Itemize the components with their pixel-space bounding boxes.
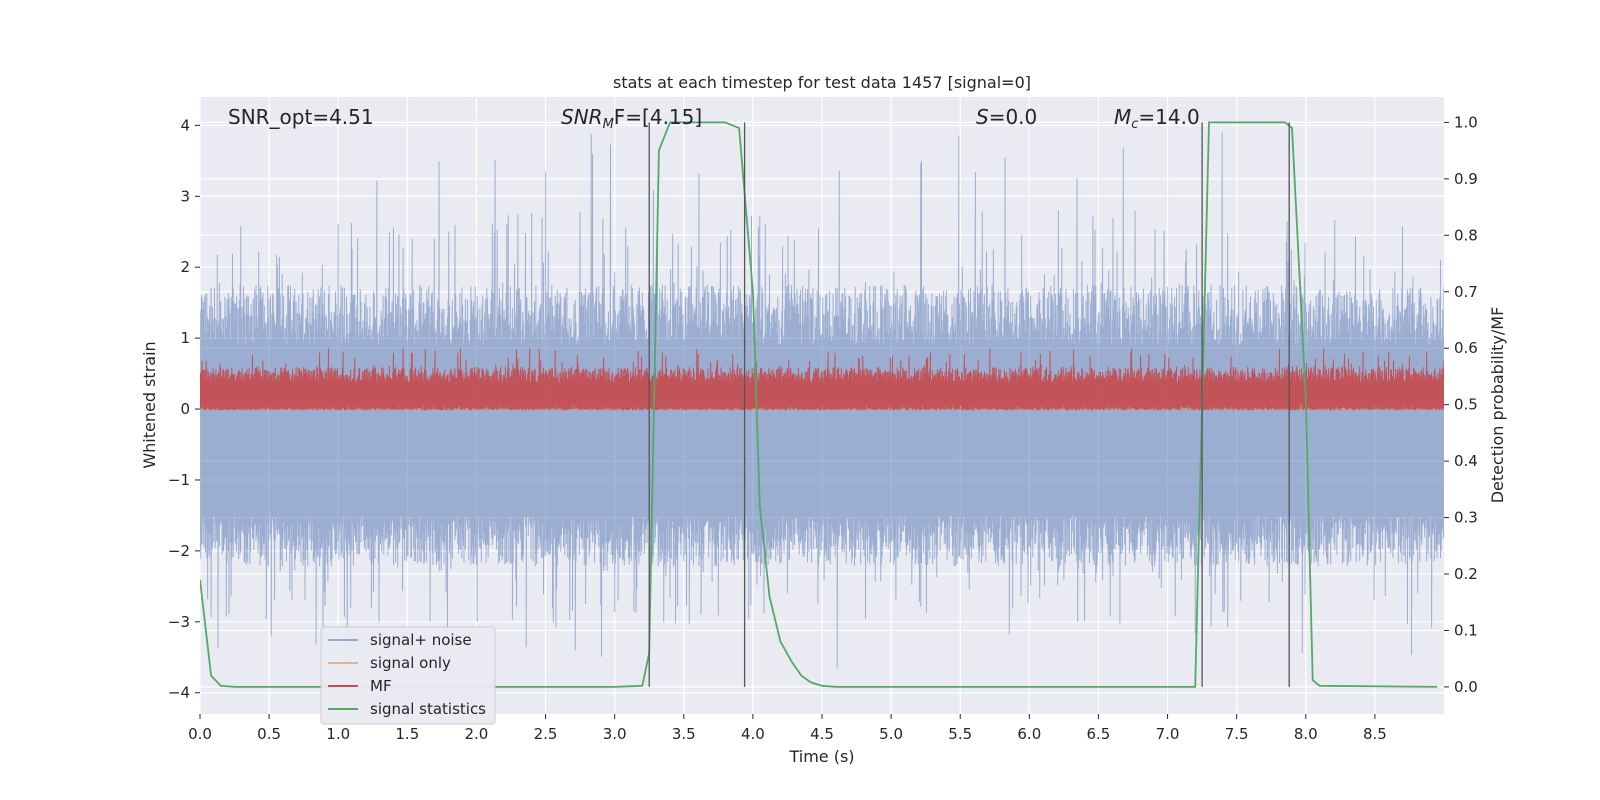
y2-tick-label-2: 0.2: [1454, 565, 1478, 583]
x-tick-label-14: 7.0: [1156, 725, 1180, 743]
x-tick-label-12: 6.0: [1017, 725, 1041, 743]
x-tick-label-11: 5.5: [948, 725, 972, 743]
y2-tick-label-6: 0.6: [1454, 339, 1478, 357]
x-tick-label-3: 1.5: [395, 725, 419, 743]
x-tick-label-13: 6.5: [1087, 725, 1111, 743]
plot-area: [200, 121, 1444, 688]
series-signal-statistics: [200, 121, 1438, 688]
annotation-s: S=0.0: [976, 105, 1037, 129]
y2-tick-label-4: 0.4: [1454, 452, 1478, 470]
y-tick-label-7: 3: [180, 187, 190, 205]
legend-box: [320, 626, 496, 725]
y2-tick-label-3: 0.3: [1454, 509, 1478, 527]
x-tick-label-5: 2.5: [534, 725, 558, 743]
x-tick-label-4: 2.0: [465, 725, 489, 743]
x-tick-label-1: 0.5: [257, 725, 281, 743]
legend-label-signal-only: signal only: [370, 654, 451, 672]
y-tick-label-5: 1: [180, 329, 190, 347]
y-axis-right-ticks: 0.0 0.1 0.2 0.3 0.4 0.5 0.6 0.7 0.8 0.9 1.0: [1444, 113, 1478, 696]
x-tick-label-9: 4.5: [810, 725, 834, 743]
x-tick-label-7: 3.5: [672, 725, 696, 743]
y-axis-right-label: Detection probability/MF: [1488, 307, 1507, 504]
x-axis-label: Time (s): [788, 747, 854, 766]
y2-tick-label-10: 1.0: [1454, 113, 1478, 131]
y2-tick-label-7: 0.7: [1454, 283, 1478, 301]
annotation-snr-mf: SNRMF=[4.15]: [561, 105, 702, 132]
y-tick-label-1: −3: [168, 613, 190, 631]
y-tick-label-4: 0: [180, 400, 190, 418]
y-axis-left-ticks: −4 −3 −2 −1 0 1 2 3 4: [168, 116, 200, 702]
y-axis-left-label: Whitened strain: [140, 341, 159, 468]
x-tick-label-10: 5.0: [879, 725, 903, 743]
y-tick-label-3: −1: [168, 471, 190, 489]
y2-tick-label-1: 0.1: [1454, 621, 1478, 639]
y-tick-label-8: 4: [180, 116, 190, 134]
y2-tick-label-5: 0.5: [1454, 396, 1478, 414]
x-tick-label-15: 7.5: [1225, 725, 1249, 743]
legend: signal+ noise signal only MF signal stat…: [320, 626, 496, 725]
y-tick-label-6: 2: [180, 258, 190, 276]
y2-tick-label-0: 0.0: [1454, 678, 1478, 696]
y2-tick-label-8: 0.8: [1454, 226, 1478, 244]
legend-label-mf: MF: [370, 677, 392, 695]
x-tick-label-8: 4.0: [741, 725, 765, 743]
y-tick-label-2: −2: [168, 542, 190, 560]
x-axis-ticks: 0.0 0.5 1.0 1.5 2.0 2.5 3.0 3.5 4.0 4.5 5.0 5.5 6.0 6…: [188, 714, 1387, 743]
annotations: SNR_opt=4.51 SNRMF=[4.15] S=0.0 Mc=14.0: [228, 105, 1200, 132]
x-tick-label-6: 3.0: [603, 725, 627, 743]
x-tick-label-16: 8.0: [1294, 725, 1318, 743]
annotation-snr-opt: SNR_opt=4.51: [228, 105, 374, 129]
y-tick-label-0: −4: [168, 684, 190, 702]
y2-tick-label-9: 0.9: [1454, 170, 1478, 188]
series-mf: [200, 348, 1444, 411]
chart-title: stats at each timestep for test data 145…: [613, 73, 1031, 92]
legend-label-signal-noise: signal+ noise: [370, 631, 472, 649]
event-markers: [648, 122, 1290, 687]
x-tick-label-17: 8.5: [1363, 725, 1387, 743]
x-tick-label-2: 1.0: [326, 725, 350, 743]
x-tick-label-0: 0.0: [188, 725, 212, 743]
annotation-mc: Mc=14.0: [1114, 105, 1200, 132]
legend-label-signal-statistics: signal statistics: [370, 700, 486, 718]
